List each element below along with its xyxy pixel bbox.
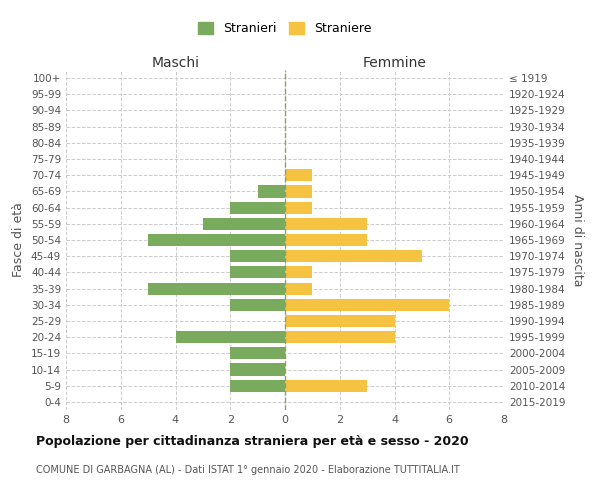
Bar bbox=[203, 218, 285, 230]
Y-axis label: Fasce di età: Fasce di età bbox=[13, 202, 25, 278]
Bar bbox=[285, 250, 422, 262]
Y-axis label: Anni di nascita: Anni di nascita bbox=[571, 194, 584, 286]
Legend: Stranieri, Straniere: Stranieri, Straniere bbox=[194, 18, 376, 39]
Bar bbox=[230, 348, 285, 360]
Bar bbox=[285, 315, 395, 327]
Bar bbox=[148, 282, 285, 294]
Text: Femmine: Femmine bbox=[362, 56, 427, 70]
Bar bbox=[176, 331, 285, 343]
Bar bbox=[285, 331, 395, 343]
Bar bbox=[285, 234, 367, 246]
Bar bbox=[230, 250, 285, 262]
Bar bbox=[148, 234, 285, 246]
Bar bbox=[285, 298, 449, 311]
Bar bbox=[285, 169, 313, 181]
Bar bbox=[257, 186, 285, 198]
Bar bbox=[285, 266, 313, 278]
Bar bbox=[285, 380, 367, 392]
Bar bbox=[230, 380, 285, 392]
Bar bbox=[285, 282, 313, 294]
Text: Maschi: Maschi bbox=[151, 56, 199, 70]
Bar bbox=[230, 266, 285, 278]
Text: COMUNE DI GARBAGNA (AL) - Dati ISTAT 1° gennaio 2020 - Elaborazione TUTTITALIA.I: COMUNE DI GARBAGNA (AL) - Dati ISTAT 1° … bbox=[36, 465, 460, 475]
Bar bbox=[285, 186, 313, 198]
Bar bbox=[285, 218, 367, 230]
Bar bbox=[230, 298, 285, 311]
Bar bbox=[230, 364, 285, 376]
Text: Popolazione per cittadinanza straniera per età e sesso - 2020: Popolazione per cittadinanza straniera p… bbox=[36, 435, 469, 448]
Bar bbox=[230, 202, 285, 213]
Bar bbox=[285, 202, 313, 213]
